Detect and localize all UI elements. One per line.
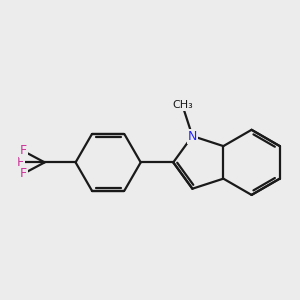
Text: CH₃: CH₃ <box>172 100 193 110</box>
Text: N: N <box>188 130 197 142</box>
Text: F: F <box>20 144 27 158</box>
Text: F: F <box>20 167 27 180</box>
Text: F: F <box>17 156 24 169</box>
